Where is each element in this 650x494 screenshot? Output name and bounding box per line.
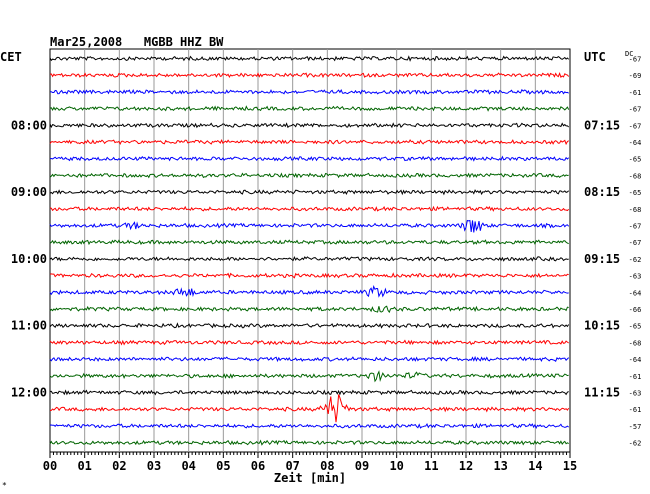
x-tick-label: 02 [112, 459, 126, 473]
trace-line [49, 284, 569, 298]
dc-offset-label: -57 [629, 423, 642, 431]
right-time-label: 11:15 [584, 386, 620, 400]
x-tick-label: 12 [459, 459, 473, 473]
x-axis: 00 01 02 03 04 05 06 07 08 09 10 11 12 13 14 15 [43, 452, 577, 473]
trace-line [49, 205, 570, 212]
trace-line [49, 239, 569, 246]
x-tick-label: 09 [355, 459, 369, 473]
footer-mark: * [2, 481, 7, 490]
trace-line [49, 122, 570, 129]
trace-line [49, 105, 570, 112]
dc-offset-label: -65 [629, 323, 642, 331]
x-tick-label: 08 [320, 459, 334, 473]
right-time-label: 10:15 [584, 319, 620, 333]
dc-offset-label: -67 [629, 106, 642, 114]
trace-line [49, 389, 569, 396]
dc-offset-label: -67 [629, 223, 642, 231]
trace-line [49, 71, 570, 79]
chart-title: Mar25,2008 MGBB HHZ BW [50, 35, 224, 49]
trace-group [49, 55, 570, 446]
x-tick-label: 06 [251, 459, 265, 473]
dc-offset-label: -65 [629, 156, 642, 164]
dc-offset-label: -68 [629, 172, 642, 180]
trace-line [49, 305, 569, 314]
x-tick-label: 15 [563, 459, 577, 473]
dc-offset-label: -67 [629, 56, 642, 64]
x-tick-label: 05 [216, 459, 230, 473]
dc-offset-label: -68 [629, 206, 642, 214]
dc-offset-label: -61 [629, 406, 642, 414]
dc-offset-label: -67 [629, 239, 642, 247]
x-tick-label: 01 [77, 459, 91, 473]
dc-offset-label: -63 [629, 273, 642, 281]
left-timezone-label: CET [0, 50, 22, 64]
left-time-label: 09:00 [11, 185, 47, 199]
trace-line [49, 55, 570, 62]
trace-line [49, 138, 569, 146]
trace-line [49, 394, 570, 423]
trace-line [49, 355, 570, 363]
right-time-label: 09:15 [584, 252, 620, 266]
dc-offset-label: -61 [629, 89, 642, 97]
trace-line [49, 172, 569, 179]
trace-line [49, 189, 570, 196]
x-tick-label: 11 [424, 459, 438, 473]
trace-line [50, 88, 569, 95]
left-time-label: 12:00 [11, 386, 47, 400]
trace-line [49, 370, 569, 383]
dc-offset-label: -68 [629, 339, 642, 347]
trace-line [49, 339, 569, 346]
dc-offset-label: -62 [629, 440, 642, 448]
right-timezone-label: UTC [584, 50, 606, 64]
dc-offset-label: -66 [629, 306, 642, 314]
dc-offset-label: -64 [629, 289, 642, 297]
trace-line [49, 219, 570, 233]
x-tick-label: 07 [285, 459, 299, 473]
x-axis-label: Zeit [min] [274, 471, 346, 485]
dc-offset-label: -65 [629, 189, 642, 197]
trace-line [49, 155, 570, 162]
dc-column-label: DC [625, 50, 633, 58]
trace-line [49, 422, 570, 429]
x-tick-label: 14 [528, 459, 542, 473]
right-time-label: 08:15 [584, 185, 620, 199]
dc-offset-label: -67 [629, 122, 642, 130]
dc-offset-label: -64 [629, 139, 642, 147]
label-group: -67 -69 -61 -67 -67 -64 -65 -68 -65 -68 -67 -67 -62 -… [11, 56, 641, 448]
dc-offset-label: -62 [629, 256, 642, 264]
trace-line [49, 272, 569, 279]
x-tick-label: 03 [147, 459, 161, 473]
trace-line [49, 322, 570, 329]
left-time-label: 11:00 [11, 319, 47, 333]
dc-offset-label: -61 [629, 373, 642, 381]
left-time-label: 10:00 [11, 252, 47, 266]
x-tick-label: 00 [43, 459, 57, 473]
dc-offset-label: -69 [629, 72, 642, 80]
left-time-label: 08:00 [11, 118, 47, 132]
trace-line [49, 255, 569, 262]
plot-grid [49, 48, 571, 453]
right-time-label: 07:15 [584, 118, 620, 132]
dc-offset-label: -63 [629, 390, 642, 398]
x-tick-label: 10 [389, 459, 403, 473]
x-tick-label: 04 [181, 459, 195, 473]
trace-line [49, 439, 569, 446]
x-tick-label: 13 [493, 459, 507, 473]
dc-offset-label: -64 [629, 356, 642, 364]
